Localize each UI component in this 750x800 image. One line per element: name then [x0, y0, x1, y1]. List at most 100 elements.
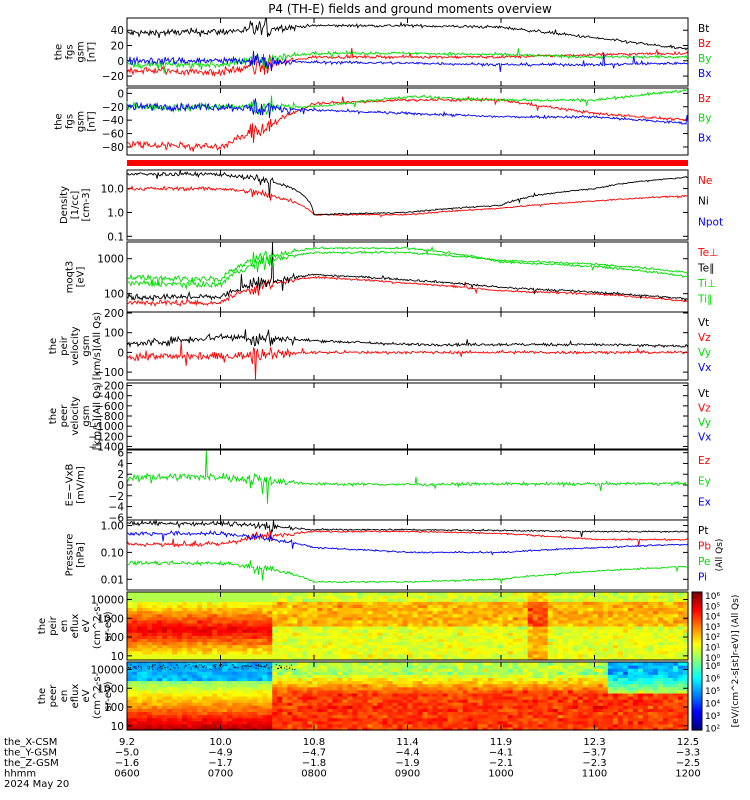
- spectrogram-cell: [457, 650, 464, 655]
- spectrogram-cell: [247, 616, 253, 621]
- spectrogram-cell: [192, 647, 198, 652]
- spectrogram-cell: [682, 626, 689, 630]
- spectrogram-cell: [382, 711, 389, 716]
- spectrogram-cell: [317, 702, 323, 706]
- spectrogram-cell: [447, 665, 454, 669]
- spectrogram-cell: [672, 598, 679, 602]
- spectrogram-cell: [242, 671, 248, 675]
- spectrogram-cell: [487, 604, 494, 609]
- spectrogram-cell: [562, 708, 569, 713]
- spectrogram-cell: [457, 702, 464, 706]
- spectrogram-cell: [297, 656, 303, 661]
- spectrogram-cell: [147, 595, 153, 599]
- spectrogram-cell: [467, 629, 474, 633]
- spectrogram-cell: [247, 680, 253, 685]
- spectrogram-cell: [417, 610, 424, 615]
- spectrogram-cell: [252, 686, 258, 691]
- spectrogram-cell: [412, 650, 419, 655]
- spectrogram-cell: [192, 702, 198, 706]
- spectrogram-cell: [322, 613, 328, 618]
- spectrogram-cell: [522, 644, 529, 649]
- spectrogram-cell: [147, 711, 153, 716]
- spectrogram-cell: [332, 604, 338, 609]
- spectrogram-cell: [142, 699, 148, 703]
- panel-frame: [126, 519, 689, 591]
- spectrogram-cell: [252, 632, 258, 636]
- spectrogram-cell: [207, 686, 213, 691]
- spectrogram-cell: [632, 622, 639, 627]
- spectrogram-cell: [167, 613, 173, 618]
- spectrogram-cell: [277, 638, 283, 643]
- spectrogram-cell: [227, 671, 233, 675]
- spectrogram-cell: [202, 622, 208, 627]
- spectrogram-cell: [362, 598, 369, 602]
- spectrogram-cell: [542, 674, 549, 679]
- spectrogram-cell: [502, 629, 509, 633]
- y-axis-label-line: gsm: [76, 41, 87, 62]
- spectrogram-cell: [567, 592, 574, 596]
- spectrogram-cell: [197, 686, 203, 691]
- spectrogram-cell: [132, 686, 138, 691]
- spectrogram-cell: [387, 699, 394, 703]
- spectrogram-cell: [127, 699, 133, 703]
- spectrogram-cell: [132, 705, 138, 709]
- panel-frame: [126, 311, 689, 381]
- spectrogram-cell: [352, 619, 359, 624]
- series-fgs_gsm_top-Bt: [126, 18, 689, 51]
- spectrogram-cell: [337, 668, 343, 672]
- spectrogram-cell: [632, 632, 639, 636]
- spectrogram-cell: [387, 653, 394, 658]
- spectrogram-cell: [442, 616, 449, 621]
- spectrogram-cell: [452, 665, 459, 669]
- spectrogram-cell: [527, 692, 534, 697]
- spectrogram-cell: [442, 705, 449, 709]
- spectrogram-cell: [457, 711, 464, 716]
- spectrogram-cell: [367, 647, 374, 652]
- spectrogram-cell: [372, 717, 379, 722]
- spectrogram-cell: [367, 632, 374, 636]
- spectrogram-cell: [322, 696, 328, 700]
- spectrogram-cell: [217, 635, 223, 639]
- spectrogram-cell: [157, 607, 163, 612]
- spectrogram-cell: [392, 686, 399, 691]
- spectrogram-cell: [542, 616, 549, 621]
- spectrogram-cell: [272, 662, 278, 666]
- spectrogram-cell: [617, 622, 624, 627]
- spectrogram-cell: [252, 601, 258, 605]
- spectrogram-cell: [552, 656, 559, 661]
- spectrogram-cell: [352, 595, 359, 599]
- spectrogram-cell: [157, 656, 163, 661]
- spectrogram-cell: [162, 714, 168, 719]
- spectrogram-cell: [497, 686, 504, 691]
- spectrogram-cell: [507, 692, 514, 697]
- spectrogram-cell: [302, 720, 308, 725]
- spectrogram-cell: [587, 604, 594, 609]
- spectrogram-cell: [152, 720, 158, 725]
- spectrogram-cell: [612, 671, 619, 675]
- spectrogram-cell: [362, 665, 369, 669]
- spectrogram-cell: [242, 613, 248, 618]
- spectrogram-cell: [342, 674, 348, 679]
- spectrogram-cell: [582, 653, 589, 658]
- spectrogram-cell: [227, 696, 233, 700]
- spectrogram-cell: [147, 632, 153, 636]
- spectrogram-cell: [132, 644, 138, 649]
- spectrogram-cell: [367, 689, 374, 694]
- spectrogram-cell: [167, 607, 173, 612]
- spectrogram-cell: [217, 638, 223, 643]
- spectrogram-cell: [237, 647, 243, 652]
- spectrogram-cell: [292, 616, 298, 621]
- spectrogram-cell: [652, 635, 659, 639]
- spectrogram-cell: [302, 662, 308, 666]
- spectrogram-cell: [177, 635, 183, 639]
- spectrogram-cell: [157, 723, 163, 728]
- spectrogram-cell: [422, 674, 429, 679]
- spectrogram-cell: [142, 598, 148, 602]
- spectrogram-cell: [452, 705, 459, 709]
- spectrogram-cell: [572, 711, 579, 716]
- y-axis-label-line: eflux: [70, 614, 81, 639]
- spectrogram-cell: [272, 613, 278, 618]
- spectrogram-cell: [472, 607, 479, 612]
- spectrogram-cell: [662, 604, 669, 609]
- spectrogram-cell: [387, 647, 394, 652]
